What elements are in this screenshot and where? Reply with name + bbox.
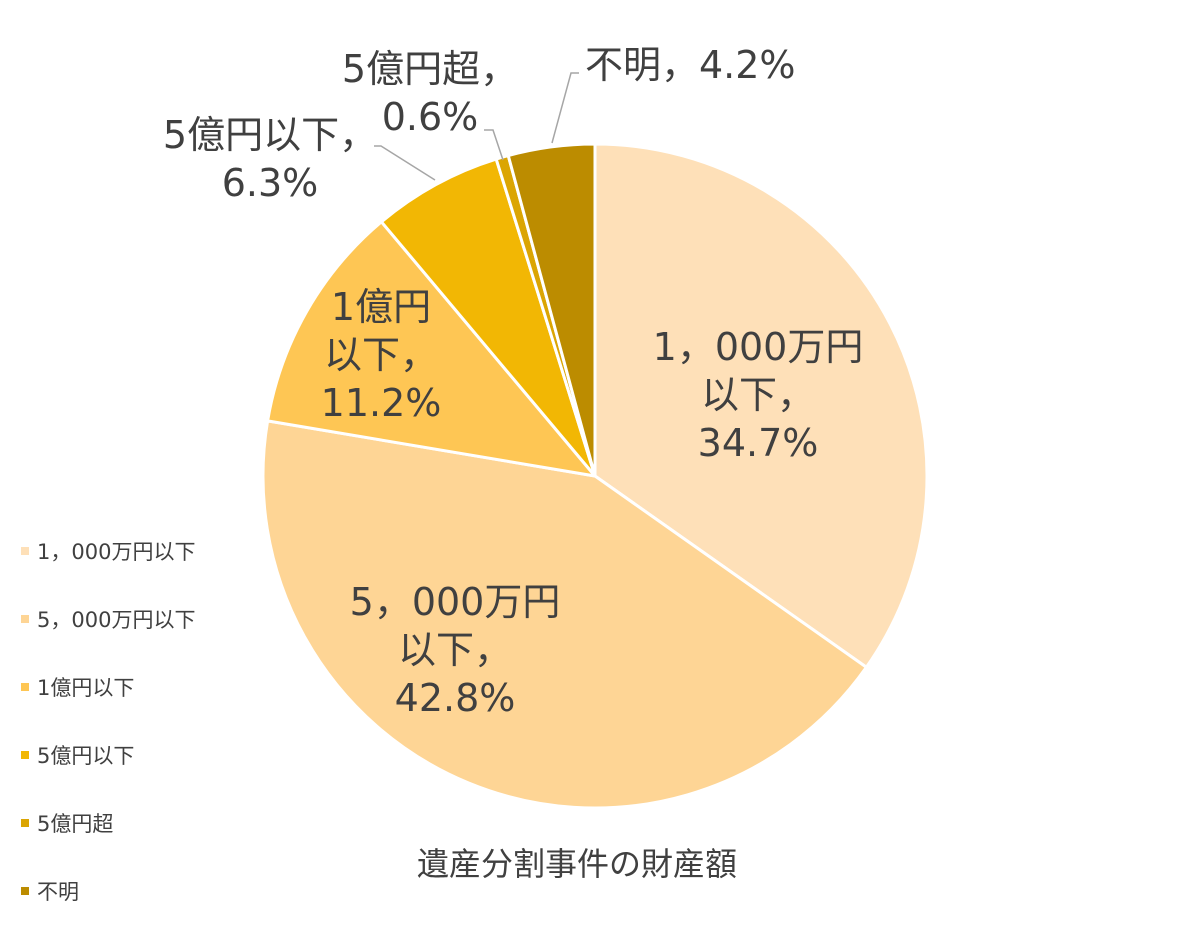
slice-data-label-line: 5億円超， [342,47,518,91]
slice-data-label-line: 6.3% [222,161,319,205]
slice-data-label-line: 1，000万円 [653,325,864,369]
slice-data-label-line: 5億円以下， [163,113,377,157]
pie-slice [261,419,868,810]
leader-line [484,129,504,161]
legend-label: 5，000万円以下 [37,608,195,632]
pie-slice [379,157,597,478]
legend-swatch [21,683,29,691]
legend-swatch [21,887,29,895]
slice-data-label: 5億円超， 0.6% [342,47,518,139]
leader-lines [374,72,579,181]
slice-data-label-line: 42.8% [395,676,516,720]
leader-line [551,72,579,144]
legend-swatch [21,547,29,555]
data-labels: 1，000万円以下， 34.7%5，000万円以下， 42.8%1億円以下， 11.2… [163,43,863,720]
slice-data-label: 5，000万円以下， 42.8% [350,580,561,720]
legend-label: 不明 [37,880,79,904]
chart-caption: 遺産分割事件の財産額 [417,845,737,883]
slice-data-label-line: 不明，4.2% [585,43,796,87]
slice-data-label: 1，000万円以下， 34.7% [653,325,864,465]
legend-label: 1，000万円以下 [37,540,195,564]
legend-label: 5億円以下 [37,744,134,768]
legend-label: 5億円超 [37,812,113,836]
slice-data-label: 不明，4.2% [585,43,796,87]
leader-line [374,145,436,181]
slice-data-label-line: 0.6% [382,95,479,139]
slice-data-label-line: 以下， [398,628,512,672]
slice-data-label-line: 以下， [324,333,438,377]
pie-slice [266,220,597,478]
slice-data-label-line: 5，000万円 [350,580,561,624]
slice-data-label-line: 1億円 [331,285,431,329]
slice-data-label: 5億円以下， 6.3% [163,113,377,205]
slice-data-label-line: 34.7% [698,421,819,465]
legend-swatch [21,615,29,623]
slice-data-label: 1億円以下， 11.2% [321,285,442,425]
pie-slices [261,142,929,810]
pie-slice [593,142,929,669]
legend-swatch [21,751,29,759]
pie-slice [506,142,597,478]
slice-data-label-line: 以下， [701,373,815,417]
legend-swatch [21,819,29,827]
slice-data-label-line: 11.2% [321,381,442,425]
legend-label: 1億円以下 [37,676,134,700]
